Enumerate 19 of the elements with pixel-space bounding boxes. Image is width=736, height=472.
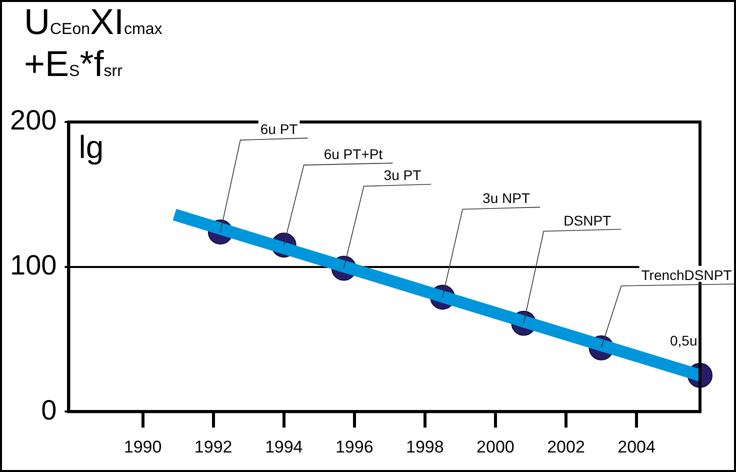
y-tick-label: 0 [41, 394, 57, 426]
annotation: DSNPT [564, 212, 612, 228]
x-tick-label: 2004 [618, 437, 656, 456]
x-tick-label: 1996 [335, 437, 374, 456]
x-tick-label: 1994 [264, 437, 303, 456]
x-tick-label: 1998 [406, 437, 444, 456]
annotation: TrenchDSNPT [641, 266, 732, 283]
x-tick-label: 2002 [547, 437, 585, 456]
annotation: 0,5u [670, 332, 698, 348]
annotation: 6u PT+Pt [324, 146, 383, 162]
x-tick-label: 2000 [476, 437, 514, 456]
y-tick-label: 200 [10, 104, 57, 136]
annotation: 6u PT [260, 121, 298, 138]
y-tick-label: 100 [10, 250, 57, 281]
x-tick-label: 1992 [194, 437, 232, 456]
x-tick-label: 1990 [124, 437, 162, 456]
annotation: 3u NPT [482, 190, 530, 206]
annotation: lg [78, 129, 104, 165]
annotation: 3u PT [384, 167, 422, 184]
